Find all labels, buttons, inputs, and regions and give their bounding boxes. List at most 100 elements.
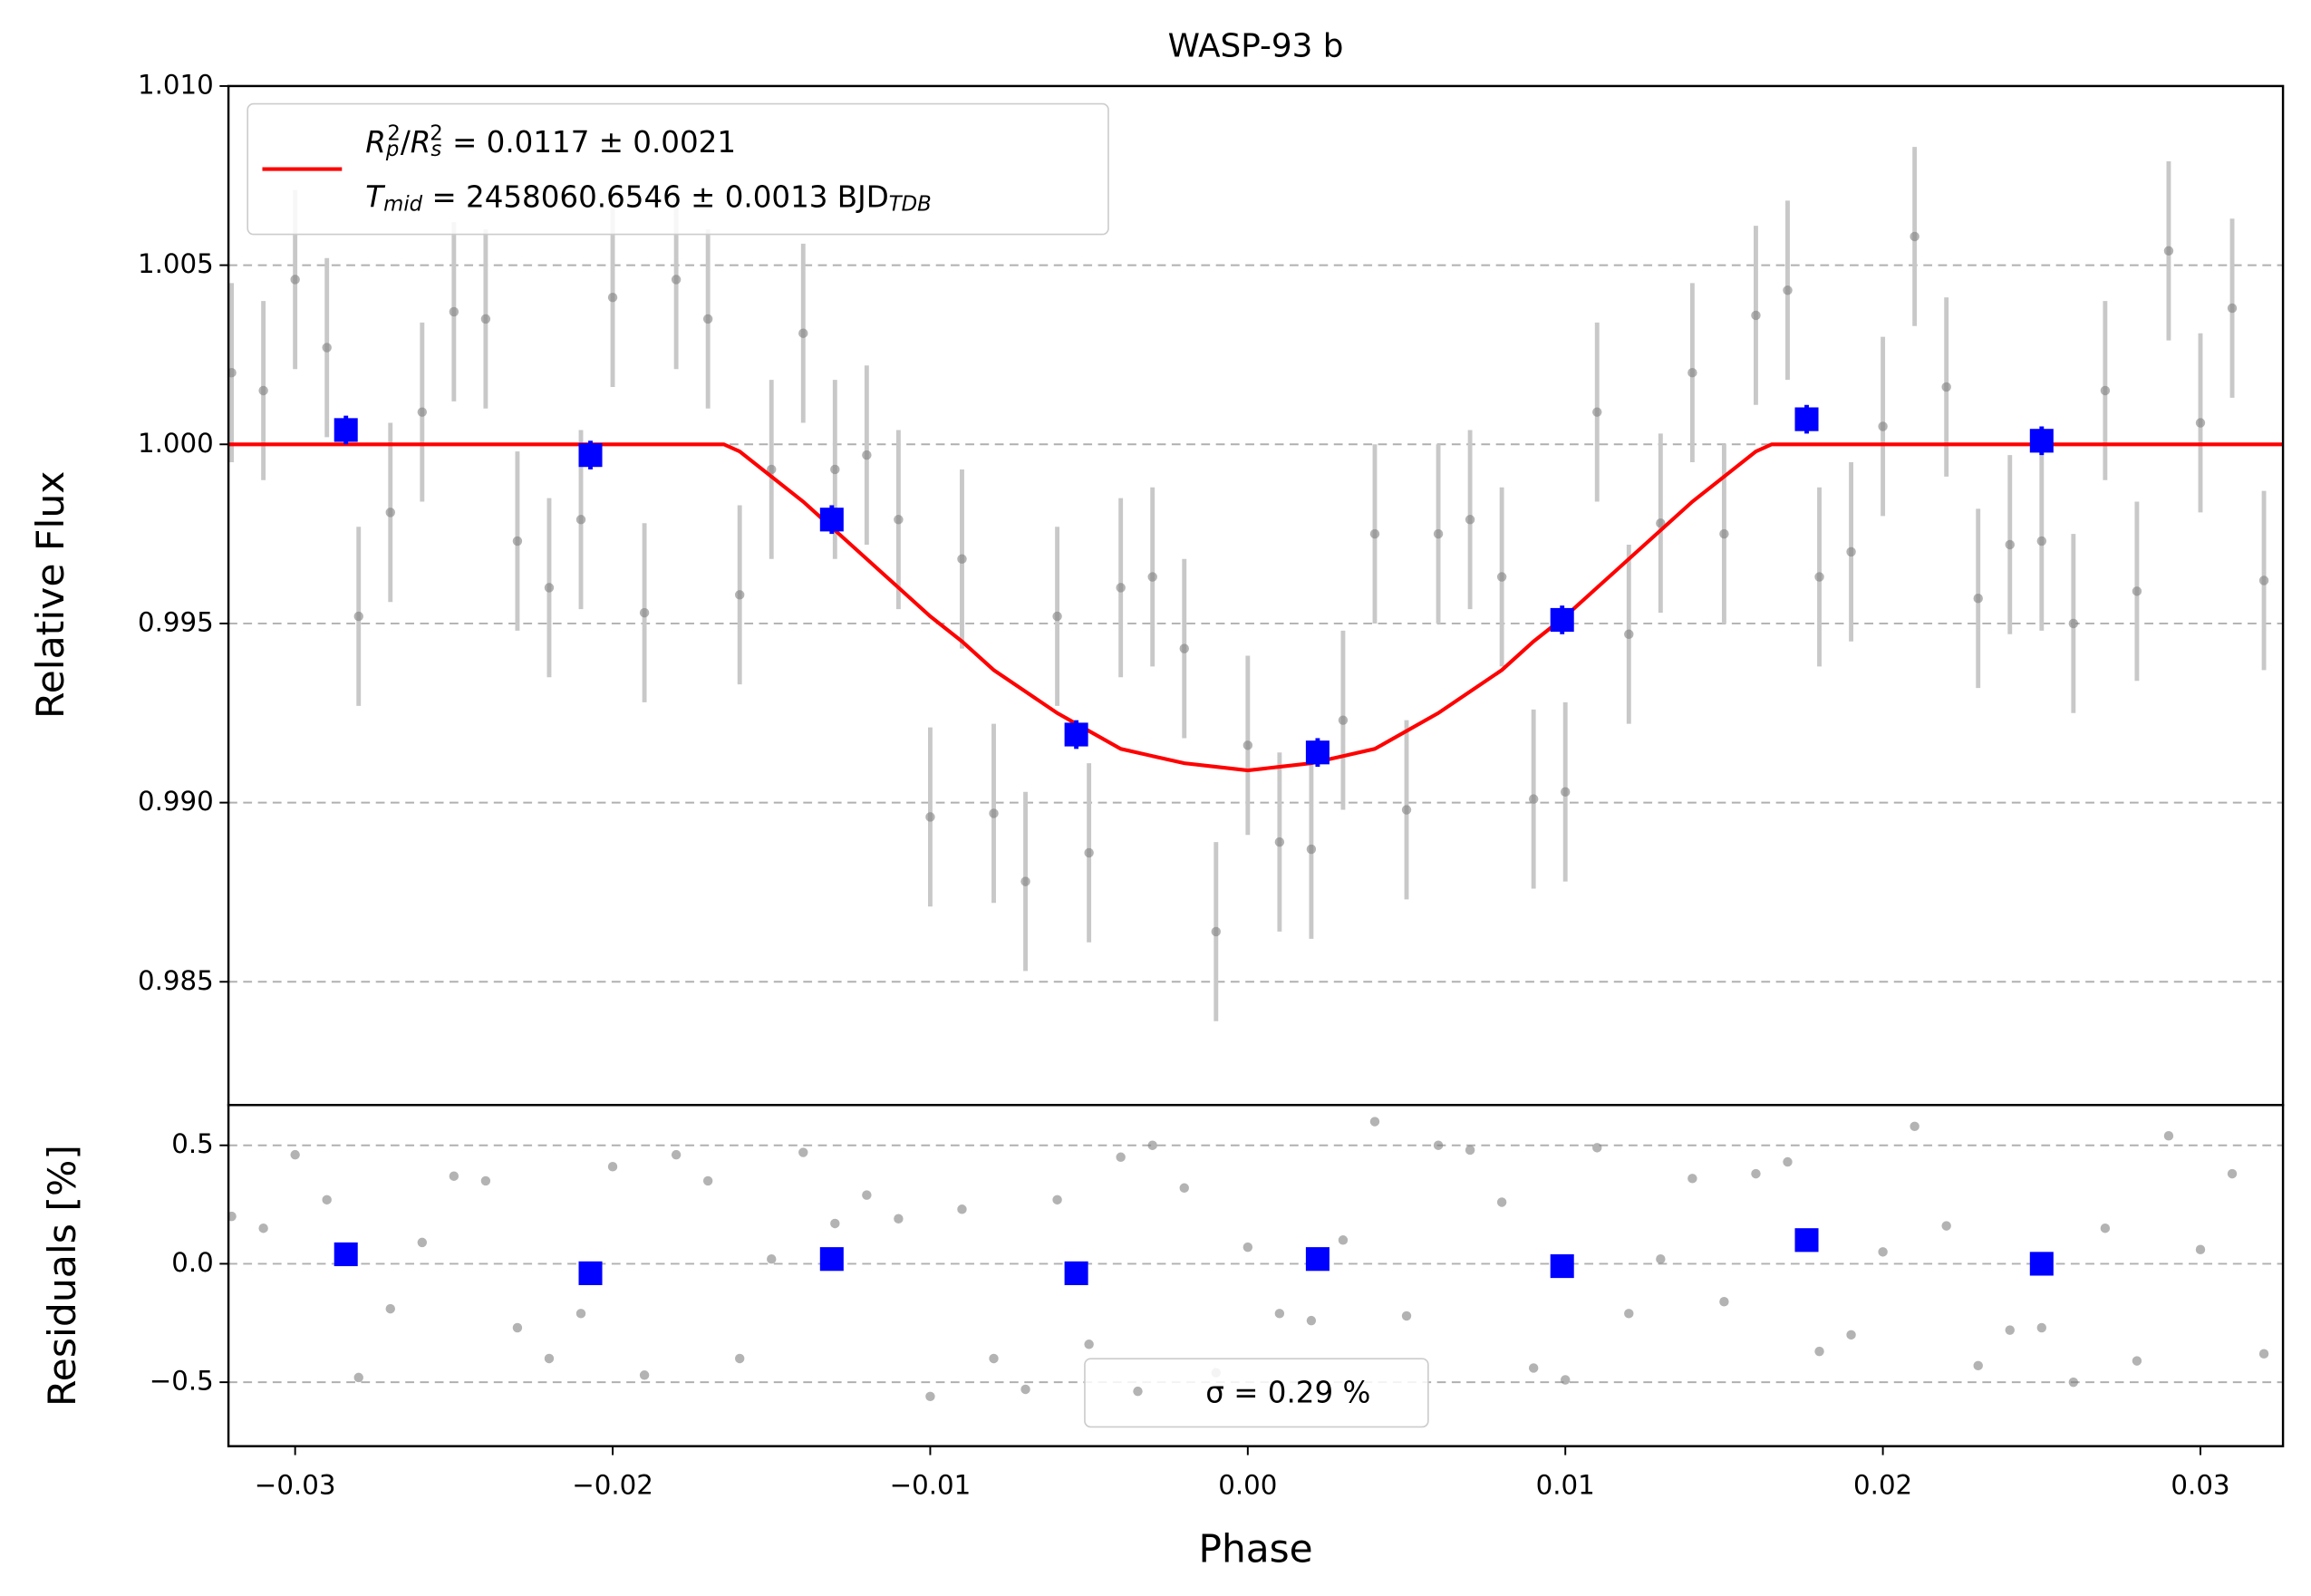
data-point [862, 450, 872, 460]
binned-point [578, 1261, 603, 1285]
data-point [1973, 1360, 1983, 1371]
data-point [671, 1149, 682, 1160]
data-point [1719, 1297, 1729, 1307]
legend-text: / [401, 125, 411, 160]
data-point [1624, 1309, 1634, 1319]
data-point [1561, 787, 1571, 797]
binned-point [1064, 722, 1088, 747]
data-point [767, 1253, 777, 1264]
data-point [1656, 1253, 1666, 1264]
x-axis-label: Phase [1198, 1527, 1312, 1572]
data-point [1274, 837, 1285, 847]
x-tick-label: −0.03 [255, 1469, 336, 1500]
binned-point [819, 1247, 844, 1272]
data-point [830, 1218, 840, 1229]
legend-text: R [411, 125, 431, 160]
data-point [2163, 246, 2174, 256]
data-point [1369, 528, 1380, 539]
binned-point [1064, 1261, 1088, 1285]
data-point [957, 554, 967, 565]
legend-label: σ = 0.29 % [1205, 1375, 1370, 1409]
x-tick-label: 0.00 [1218, 1469, 1277, 1500]
data-point [1052, 611, 1062, 622]
data-point [1751, 1168, 1761, 1179]
data-point [989, 1353, 999, 1364]
data-point [322, 343, 332, 353]
data-point [1878, 1247, 1888, 1257]
data-point [1846, 547, 1856, 557]
legend-text: 2 [387, 122, 400, 146]
data-point [1656, 518, 1666, 528]
data-point [1306, 1315, 1317, 1326]
plot-area [228, 1117, 2269, 1402]
data-point [1179, 643, 1189, 653]
data-point [1243, 1242, 1253, 1253]
data-point [1687, 367, 1697, 378]
data-point [1465, 1145, 1475, 1156]
y-tick-label: 1.010 [138, 69, 214, 100]
data-point [734, 1353, 745, 1364]
data-point [894, 1214, 904, 1224]
data-point [353, 611, 363, 622]
data-point [2258, 576, 2269, 585]
data-point [1401, 1311, 1412, 1321]
data-point [2163, 1131, 2174, 1141]
binned-point [334, 418, 358, 442]
y-tick-label: −0.5 [150, 1366, 214, 1397]
data-point [2227, 303, 2238, 314]
data-point [1496, 1197, 1507, 1207]
data-point [449, 1171, 459, 1181]
y-tick-label: 1.005 [138, 248, 214, 279]
data-point [2132, 1356, 2142, 1366]
data-point [862, 1190, 872, 1200]
data-point [798, 1147, 808, 1157]
data-point [1528, 1363, 1539, 1373]
data-point [734, 590, 745, 600]
data-point [1084, 847, 1094, 858]
data-point [607, 1162, 618, 1172]
binned-point [2029, 1252, 2054, 1276]
data-point [322, 1195, 332, 1205]
legend-label: Rp2/Rs2 = 0.0117 ± 0.0021 [365, 122, 736, 161]
data-point [290, 275, 300, 285]
data-point [353, 1372, 363, 1383]
data-point [1274, 1309, 1285, 1319]
data-point [2227, 1168, 2238, 1179]
legend-text: T [365, 179, 386, 214]
binned-point [1794, 1228, 1819, 1253]
data-point [1592, 1143, 1602, 1153]
y-tick-label: 0.995 [138, 606, 214, 637]
data-point [1751, 310, 1761, 321]
y-tick-label: 0.990 [138, 786, 214, 817]
y-tick-label: 0.0 [171, 1247, 214, 1278]
data-point [1306, 844, 1317, 855]
axes-frame [227, 1104, 2285, 1447]
data-point [925, 1391, 935, 1402]
binned-point [1305, 1247, 1330, 1272]
data-point [925, 812, 935, 822]
data-point [989, 808, 999, 818]
data-point [575, 515, 586, 525]
binned-point [1550, 1253, 1574, 1279]
data-point [1243, 740, 1253, 750]
x-tick-label: −0.01 [890, 1469, 972, 1500]
data-point [607, 292, 618, 303]
legend-label: Tmid = 2458060.6546 ± 0.0013 BJDTDB [365, 179, 931, 217]
data-point [1433, 528, 1444, 539]
data-point [2068, 1377, 2079, 1388]
data-point [2100, 1223, 2111, 1233]
data-point [2068, 618, 2079, 629]
data-point [1465, 515, 1475, 525]
data-point [2005, 1325, 2015, 1335]
data-point [1846, 1330, 1856, 1340]
data-point [1020, 876, 1030, 886]
data-point [2195, 418, 2206, 428]
y-tick-label: 0.985 [138, 965, 214, 996]
plot-area [228, 147, 2284, 1021]
binned-point [578, 443, 603, 468]
data-point [1624, 629, 1634, 640]
data-point [2036, 536, 2047, 547]
data-point [1941, 382, 1951, 392]
